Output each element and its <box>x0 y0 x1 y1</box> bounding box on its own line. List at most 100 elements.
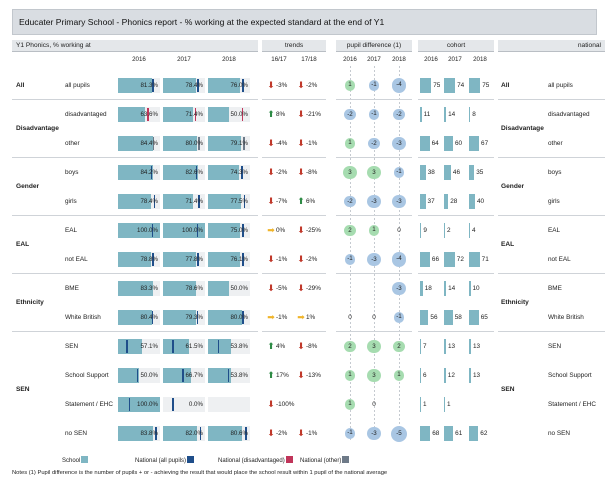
result-value: 100.0% <box>137 401 158 408</box>
cohort-value: 66 <box>431 256 439 263</box>
result-cell: 82.6% <box>163 165 205 180</box>
trend-down-arrow-icon: ⬇ <box>297 138 305 148</box>
trend-value: 6% <box>306 198 316 205</box>
result-bar <box>208 107 229 122</box>
cohort-bar <box>469 252 480 267</box>
cohort-bar <box>469 281 471 296</box>
result-value: 53.8% <box>230 372 248 379</box>
group-separator <box>418 331 494 332</box>
legend-swatch <box>285 456 293 463</box>
group-separator <box>498 215 605 216</box>
trend-down-arrow-icon: ⬇ <box>297 283 305 293</box>
diff-year-header-2016: 2016 <box>343 56 357 63</box>
trend-item: ➡0% <box>266 225 285 236</box>
national-marker <box>151 224 154 237</box>
cohort-year-header-2016: 2016 <box>424 56 438 63</box>
cohort-bar <box>444 252 455 267</box>
result-value: 63.6% <box>140 111 158 118</box>
cohort-value: 18 <box>424 285 432 292</box>
national-marker <box>172 340 174 353</box>
trend-value: -7% <box>276 198 288 205</box>
result-value: 66.7% <box>185 372 203 379</box>
row-label: other <box>65 140 80 147</box>
trend-value: 1% <box>306 314 316 321</box>
cohort-bar <box>420 223 422 238</box>
result-value: 76.0% <box>230 82 248 89</box>
notes-footer: Notes (1) Pupil difference is the number… <box>12 470 388 476</box>
result-bar <box>163 107 193 122</box>
pupil-difference-value: 0 <box>372 400 376 408</box>
result-bar <box>118 368 139 383</box>
result-bar <box>118 78 153 93</box>
trend-down-arrow-icon: ⬇ <box>297 254 305 264</box>
trend-down-arrow-icon: ⬇ <box>297 370 305 380</box>
result-value: 76.1% <box>230 256 248 263</box>
cohort-bar <box>444 281 447 296</box>
trend-down-arrow-icon: ⬇ <box>267 196 275 206</box>
cohort-cell <box>420 252 442 267</box>
result-cell: 77.5% <box>208 194 250 209</box>
result-value: 80.6% <box>230 430 248 437</box>
cohort-value: 13 <box>472 343 481 350</box>
trend-value: -2% <box>276 430 288 437</box>
cohort-value: 74 <box>457 82 465 89</box>
result-bar <box>208 281 229 296</box>
pupil-difference-circle: -3 <box>392 281 406 296</box>
national-marker <box>241 166 243 179</box>
national-marker <box>198 137 200 150</box>
national-group-label: SEN <box>501 386 515 393</box>
result-bar <box>118 252 152 267</box>
national-group-label: Ethnicity <box>501 299 529 306</box>
row-label: BME <box>65 285 79 292</box>
pupil-difference-circle: 3 <box>367 339 381 354</box>
result-bar <box>208 136 242 151</box>
trend-value: -2% <box>276 169 288 176</box>
pupil-difference-circle: -2 <box>344 195 356 208</box>
trend-item: ⬇-29% <box>296 283 321 294</box>
pupil-difference-circle: -2 <box>344 108 356 121</box>
group-separator <box>498 157 605 158</box>
cohort-value: 13 <box>472 372 481 379</box>
national-marker <box>150 166 153 179</box>
cohort-value: 35 <box>476 169 484 176</box>
trend-value: -29% <box>306 285 321 292</box>
pupil-difference-value: 0 <box>397 226 401 234</box>
legend-item: School <box>62 456 89 464</box>
result-value: 53.8% <box>230 343 248 350</box>
national-group-label: EAL <box>501 241 515 248</box>
result-cell: 50.0% <box>208 281 250 296</box>
result-value: 50.0% <box>230 111 248 118</box>
national-marker <box>197 253 199 266</box>
cohort-value: 14 <box>448 285 456 292</box>
cohort-cell <box>444 339 466 354</box>
cohort-cell <box>444 426 466 441</box>
national-marker <box>128 398 130 411</box>
national-header: national <box>498 40 605 52</box>
trend-value: -2% <box>306 82 318 89</box>
result-value: 84.4% <box>140 140 158 147</box>
trend-value: -5% <box>276 285 288 292</box>
result-cell: 80.0% <box>208 310 250 325</box>
result-cell: 80.4% <box>118 310 160 325</box>
result-cell: 100.0% <box>118 223 160 238</box>
cohort-value: 8 <box>472 111 476 118</box>
cohort-bar <box>420 252 430 267</box>
trend-value: -1% <box>276 314 288 321</box>
row-label: boys <box>65 169 79 176</box>
cohort-value: 72 <box>456 256 464 263</box>
national-marker <box>126 340 128 353</box>
pupil-difference-circle: 2 <box>393 340 405 353</box>
diff-year-header-2017: 2017 <box>367 56 381 63</box>
cohort-value: 14 <box>448 111 456 118</box>
cohort-value: 38 <box>427 169 435 176</box>
pupil-difference-value: 0 <box>372 313 376 321</box>
cohort-value: 75 <box>433 82 441 89</box>
cohort-cell <box>444 397 466 412</box>
result-cell: 75.0% <box>208 223 250 238</box>
cohort-bar <box>420 310 429 325</box>
cohort-value: 1 <box>423 401 427 408</box>
cohort-bar <box>469 368 471 383</box>
result-cell: 74.3% <box>208 165 250 180</box>
trend-down-arrow-icon: ⬇ <box>297 225 305 235</box>
cohort-bar <box>469 136 480 151</box>
